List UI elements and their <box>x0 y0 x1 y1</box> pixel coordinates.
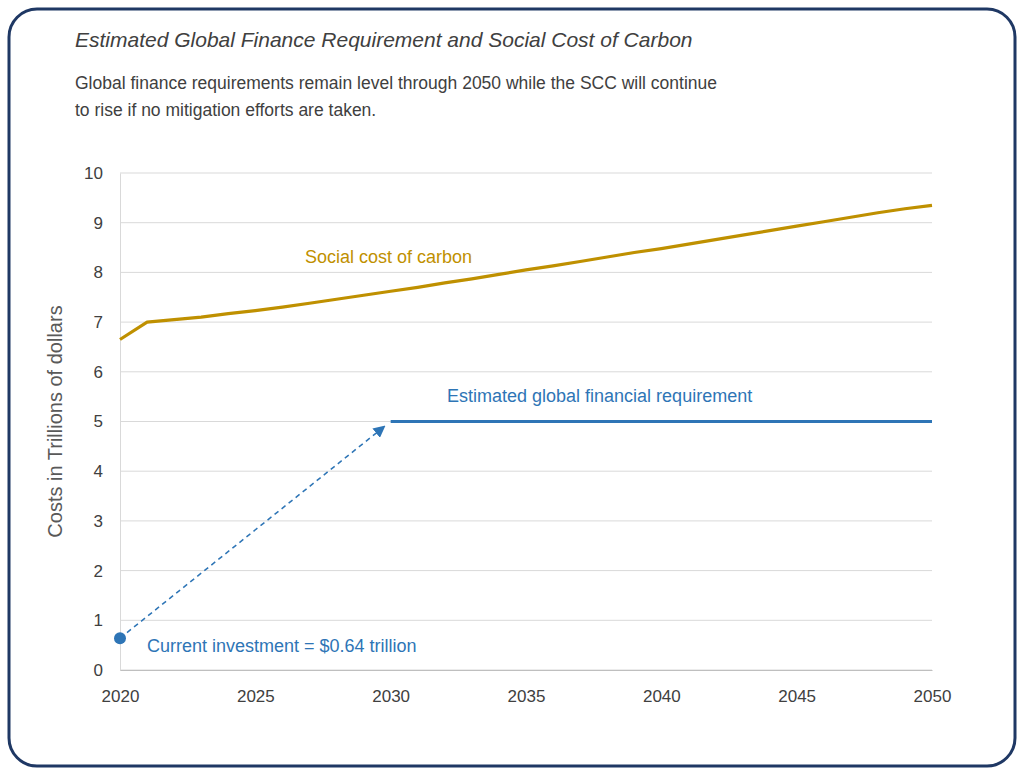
tick-label: 2045 <box>778 687 816 706</box>
tick: 8 <box>94 263 120 282</box>
tick: 1 <box>94 611 120 630</box>
tick-label: 7 <box>94 313 103 332</box>
tick: 2045 <box>778 670 816 706</box>
tick: 2 <box>94 562 120 581</box>
tick-label: 2040 <box>643 687 681 706</box>
series-line <box>120 205 932 339</box>
grid <box>120 173 932 670</box>
tick-label: 2025 <box>237 687 275 706</box>
chart-subtitle: Global finance requirements remain level… <box>75 73 717 93</box>
tick: 2040 <box>643 670 681 706</box>
tick: 9 <box>94 214 120 233</box>
tick: 3 <box>94 512 120 531</box>
grid-line <box>120 272 932 273</box>
grid-line <box>120 421 932 422</box>
tick: 2025 <box>237 670 275 706</box>
chart-container: Estimated Global Finance Requirement and… <box>0 0 1024 775</box>
tick-label: 5 <box>94 412 103 431</box>
tick: 0 <box>94 661 120 680</box>
tick-label: 9 <box>94 214 103 233</box>
series-label: Social cost of carbon <box>305 247 472 267</box>
grid-line <box>120 322 932 323</box>
tick-label: 2 <box>94 562 103 581</box>
chart-subtitle: to rise if no mitigation efforts are tak… <box>75 100 376 120</box>
x-axis: 2020 2025 2030 2035 2040 2045 2050 <box>102 670 952 706</box>
scatter-point <box>114 632 126 644</box>
tick-label: 1 <box>94 611 103 630</box>
tick: 2020 <box>102 670 140 706</box>
grid-line <box>120 620 932 621</box>
tick-label: 3 <box>94 512 103 531</box>
tick: 7 <box>94 313 120 332</box>
labels: Social cost of carbon Estimated global fi… <box>147 247 752 656</box>
tick-label: 10 <box>84 164 103 183</box>
grid-line <box>120 371 932 372</box>
grid-line <box>120 471 932 472</box>
axis-line <box>120 174 121 671</box>
axis-line <box>121 670 933 671</box>
grid-line <box>120 173 932 174</box>
tick-label: 2030 <box>372 687 410 706</box>
grid-line <box>120 670 932 671</box>
tick-label: 0 <box>94 661 103 680</box>
tick-label: 4 <box>94 462 103 481</box>
tick-label: 2050 <box>914 687 952 706</box>
grid-line <box>120 520 932 521</box>
investment-arrow <box>127 427 384 632</box>
series-label: Estimated global financial requirement <box>447 386 752 406</box>
chart-svg: Estimated Global Finance Requirement and… <box>0 0 1024 775</box>
plot-area <box>114 205 932 644</box>
tick: 2050 <box>914 670 952 706</box>
chart-title: Estimated Global Finance Requirement and… <box>75 28 693 51</box>
tick: 6 <box>94 363 120 382</box>
y-axis-title: Costs in Trillions of dollars <box>44 305 66 537</box>
grid-line <box>120 570 932 571</box>
tick-label: 2020 <box>102 687 140 706</box>
y-axis: 0 1 2 3 4 5 6 7 8 9 10 <box>84 164 120 680</box>
tick: 4 <box>94 462 120 481</box>
tick: 2030 <box>372 670 410 706</box>
tick: 5 <box>94 412 120 431</box>
data-label: Current investment = $0.64 trillion <box>147 636 417 656</box>
tick: 10 <box>84 164 120 183</box>
series-line <box>391 420 932 423</box>
tick-label: 2035 <box>508 687 546 706</box>
tick: 2035 <box>508 670 546 706</box>
tick-label: 6 <box>94 363 103 382</box>
tick-label: 8 <box>94 263 103 282</box>
chart-frame <box>9 9 1015 766</box>
